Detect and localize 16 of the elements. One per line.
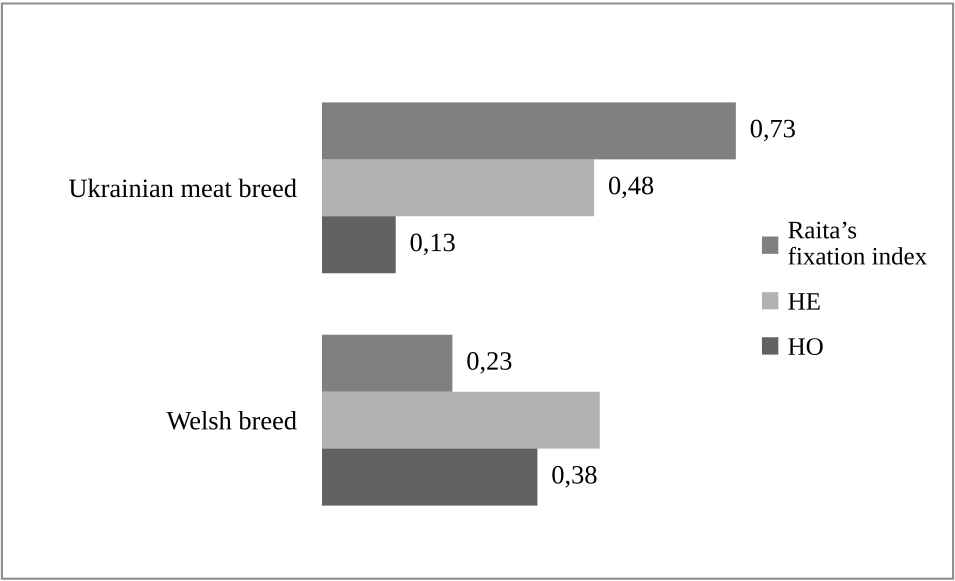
- data-label: 0,38: [552, 466, 596, 488]
- bar: [322, 448, 538, 506]
- bar: [322, 102, 736, 160]
- legend-label: Raita’s fixation index: [788, 222, 927, 265]
- y-tick-label: Ukrainian meat breed: [68, 178, 297, 198]
- bar: [322, 216, 396, 274]
- data-label: 0,23: [467, 352, 512, 374]
- bar: [322, 392, 600, 449]
- data-label: 0,73: [750, 120, 795, 142]
- legend-label: HE: [788, 293, 820, 310]
- bar: [322, 159, 594, 216]
- y-tick-label: Welsh breed: [166, 411, 297, 430]
- legend-label: HO: [788, 338, 823, 355]
- bar: [322, 334, 452, 392]
- data-label: 0,13: [410, 234, 455, 256]
- data-label: 0,48: [609, 176, 654, 198]
